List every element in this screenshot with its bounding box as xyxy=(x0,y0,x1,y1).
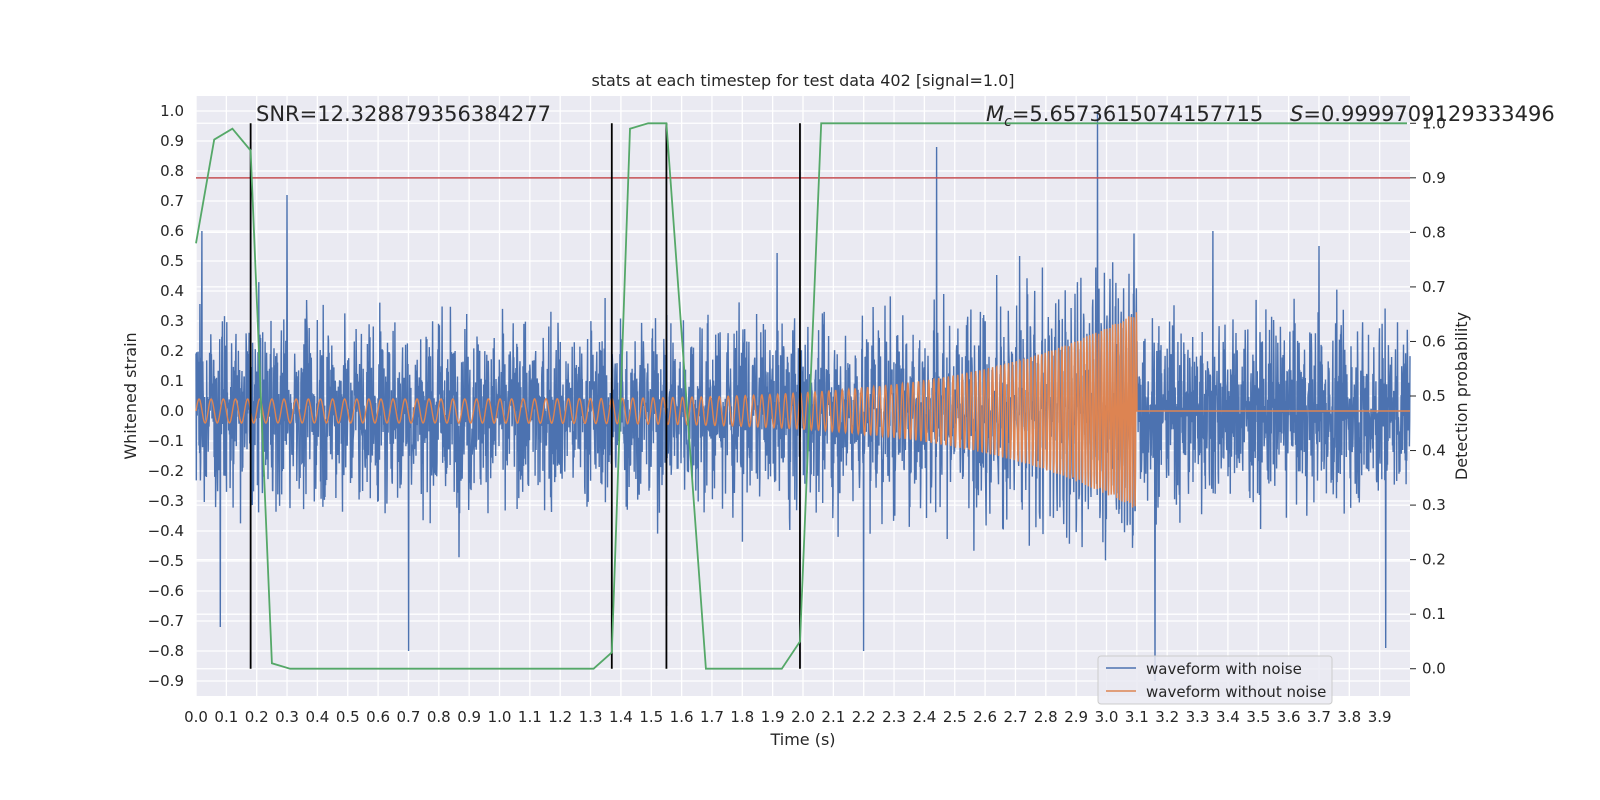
y-tick-label: 0.1 xyxy=(160,372,184,390)
s-value: =0.9999709129333496 xyxy=(1303,102,1554,126)
y-tick-label: −0.9 xyxy=(148,672,184,690)
x-tick-label: 1.5 xyxy=(639,708,663,726)
y-tick-label: −0.3 xyxy=(148,492,184,510)
y2-axis-ticks: 1.0 0.9 0.8 0.7 0.6 0.5 0.4 0.3 0.2 0.1 0.0 xyxy=(1410,114,1446,678)
y-tick-label: −0.2 xyxy=(148,462,184,480)
x-tick-label: 2.5 xyxy=(943,708,967,726)
y2-axis-label: Detection probability xyxy=(1452,312,1471,480)
x-tick-label: 3.5 xyxy=(1246,708,1270,726)
y-axis-ticks: 1.0 0.9 0.8 0.7 0.6 0.5 0.4 0.3 0.2 0.1 0.0 −0.1 −0.… xyxy=(148,102,184,690)
x-tick-label: 1.9 xyxy=(761,708,785,726)
x-tick-label: 3.8 xyxy=(1337,708,1361,726)
x-tick-label: 3.0 xyxy=(1095,708,1119,726)
x-tick-label: 1.7 xyxy=(700,708,724,726)
noisy-waveform-path xyxy=(195,110,1411,682)
x-tick-label: 2.4 xyxy=(912,708,936,726)
x-tick-label: 2.0 xyxy=(791,708,815,726)
x-tick-label: 0.7 xyxy=(397,708,421,726)
x-tick-label: 0.9 xyxy=(457,708,481,726)
y-tick-label: 0.0 xyxy=(160,402,184,420)
y2-tick-label: 0.3 xyxy=(1422,496,1446,514)
y-tick-label: 0.5 xyxy=(160,252,184,270)
x-tick-label: 0.5 xyxy=(336,708,360,726)
x-tick-label: 2.6 xyxy=(973,708,997,726)
y2-tick-label: 0.6 xyxy=(1422,332,1446,350)
x-tick-label: 1.3 xyxy=(579,708,603,726)
x-tick-label: 3.7 xyxy=(1307,708,1331,726)
y-tick-label: −0.8 xyxy=(148,642,184,660)
y2-tick-label: 0.0 xyxy=(1422,660,1446,678)
mc-value: =5.6573615074157715 xyxy=(1012,102,1263,126)
y2-tick-label: 0.5 xyxy=(1422,387,1446,405)
y-tick-label: 0.8 xyxy=(160,162,184,180)
chirp-mass-annotation: Mc=5.6573615074157715 xyxy=(986,102,1263,130)
x-tick-label: 2.2 xyxy=(852,708,876,726)
x-tick-label: 0.0 xyxy=(184,708,208,726)
x-axis-ticks: 0.0 0.1 0.2 0.3 0.4 0.5 0.6 0.7 0.8 0.9 1.0 1.1 1.2 1… xyxy=(184,708,1392,726)
y-tick-label: −0.4 xyxy=(148,522,184,540)
y2-tick-label: 0.2 xyxy=(1422,551,1446,569)
y2-tick-label: 0.9 xyxy=(1422,169,1446,187)
y-tick-label: 0.7 xyxy=(160,192,184,210)
legend-label-clean: waveform without noise xyxy=(1146,683,1326,701)
x-tick-label: 0.1 xyxy=(214,708,238,726)
x-axis-label: Time (s) xyxy=(769,730,835,749)
legend-label-noisy: waveform with noise xyxy=(1146,660,1302,678)
x-tick-label: 2.8 xyxy=(1034,708,1058,726)
y-tick-label: −0.5 xyxy=(148,552,184,570)
x-tick-label: 3.9 xyxy=(1368,708,1392,726)
x-tick-label: 2.1 xyxy=(821,708,845,726)
mc-symbol: M xyxy=(986,102,1004,126)
x-tick-label: 0.3 xyxy=(275,708,299,726)
y2-tick-label: 0.1 xyxy=(1422,605,1446,623)
x-tick-label: 3.2 xyxy=(1155,708,1179,726)
mc-subscript: c xyxy=(1004,114,1012,130)
x-tick-label: 3.3 xyxy=(1186,708,1210,726)
vertical-markers xyxy=(249,123,801,669)
y2-tick-label: 0.8 xyxy=(1422,223,1446,241)
chart-title: stats at each timestep for test data 402… xyxy=(591,71,1014,90)
detection-probability-path xyxy=(195,122,1407,670)
x-tick-label: 2.3 xyxy=(882,708,906,726)
x-tick-label: 1.4 xyxy=(609,708,633,726)
legend-box xyxy=(1097,655,1333,705)
y-tick-label: 0.3 xyxy=(160,312,184,330)
x-tick-label: 2.9 xyxy=(1064,708,1088,726)
score-annotation: S=0.9999709129333496 xyxy=(1290,102,1555,126)
y-tick-label: −0.6 xyxy=(148,582,184,600)
x-tick-label: 2.7 xyxy=(1004,708,1028,726)
y-tick-label: 0.9 xyxy=(160,132,184,150)
y2-tick-label: 1.0 xyxy=(1422,114,1446,132)
y2-tick-label: 0.4 xyxy=(1422,442,1446,460)
y-tick-label: 0.2 xyxy=(160,342,184,360)
detection-probability-line xyxy=(195,122,1407,670)
clean-waveform-line xyxy=(195,312,1410,508)
x-tick-label: 3.6 xyxy=(1277,708,1301,726)
legend: waveform with noise waveform without noi… xyxy=(1097,655,1333,705)
x-tick-label: 3.1 xyxy=(1125,708,1149,726)
y-tick-label: 0.4 xyxy=(160,282,184,300)
x-tick-label: 1.0 xyxy=(488,708,512,726)
x-tick-label: 0.6 xyxy=(366,708,390,726)
x-tick-label: 1.6 xyxy=(670,708,694,726)
x-tick-label: 1.8 xyxy=(730,708,754,726)
x-tick-label: 1.2 xyxy=(548,708,572,726)
y-tick-label: −0.1 xyxy=(148,432,184,450)
y-tick-label: −0.7 xyxy=(148,612,184,630)
x-tick-label: 1.1 xyxy=(518,708,542,726)
snr-annotation: SNR=12.328879356384277 xyxy=(256,102,551,126)
y2-tick-label: 0.7 xyxy=(1422,278,1446,296)
x-tick-label: 0.8 xyxy=(427,708,451,726)
noisy-waveform-line xyxy=(195,110,1411,682)
y-tick-label: 1.0 xyxy=(160,102,184,120)
y-tick-label: 0.6 xyxy=(160,222,184,240)
x-tick-label: 0.2 xyxy=(245,708,269,726)
x-tick-label: 0.4 xyxy=(305,708,329,726)
y-axis-label: Whitened strain xyxy=(121,332,140,459)
x-tick-label: 3.4 xyxy=(1216,708,1240,726)
clean-waveform-path xyxy=(195,312,1410,508)
s-symbol: S xyxy=(1290,102,1303,126)
